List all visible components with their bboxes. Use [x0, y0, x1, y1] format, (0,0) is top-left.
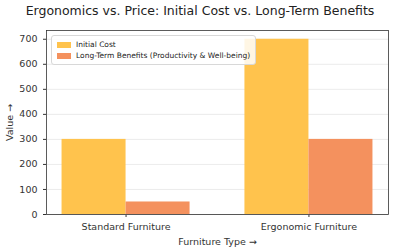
svg-text:300: 300	[19, 133, 37, 144]
svg-text:600: 600	[19, 58, 37, 69]
html-text:Initial Cost: Initial Cost	[76, 40, 116, 49]
svg-text:Furniture Type →: Furniture Type →	[178, 236, 257, 247]
svg-text:Value →: Value →	[4, 104, 15, 141]
svg-text:500: 500	[19, 83, 37, 94]
svg-text:Ergonomic Furniture: Ergonomic Furniture	[261, 221, 357, 232]
svg-text:100: 100	[19, 184, 37, 195]
svg-text:200: 200	[19, 158, 37, 169]
html-text:Long-Term Benefits (Productivi: Long-Term Benefits (Productivity & Well-…	[76, 51, 251, 60]
svg-text:400: 400	[19, 108, 37, 119]
svg-text:0: 0	[31, 209, 37, 220]
svg-text:700: 700	[19, 33, 37, 44]
svg-text:Standard Furniture: Standard Furniture	[82, 221, 171, 232]
html-text:Ergonomics vs. Price: Initial: Ergonomics vs. Price: Initial Cost vs. L…	[25, 3, 375, 18]
